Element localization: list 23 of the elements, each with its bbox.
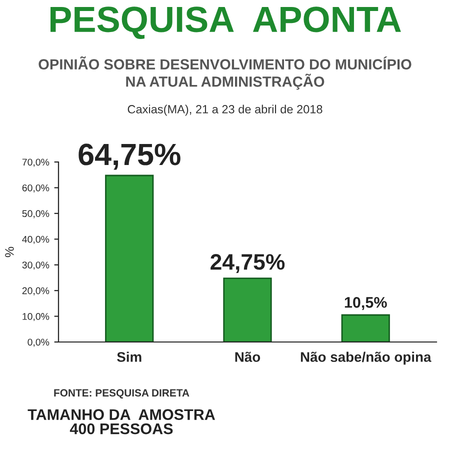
y-tick-label: 30,0% bbox=[22, 262, 50, 270]
source-note: FONTE: PESQUISA DIRETA bbox=[54, 389, 190, 398]
y-tick-label: 40,0% bbox=[22, 236, 50, 244]
x-tick-label: Sim bbox=[117, 352, 142, 362]
chart-title: PESQUISA APONTA bbox=[50, 6, 401, 39]
bar bbox=[341, 314, 390, 342]
y-tick-label: 70,0% bbox=[22, 158, 50, 167]
text: TAMANHO DA AMOSTRA 400 PESSOAS bbox=[28, 409, 216, 434]
chart-subtitle: OPINIÃO SOBRE DESENVOLVIMENTO DO MUNICÍPIO NA ATUAL ADMINISTRAÇÃO bbox=[38, 56, 412, 90]
text: Caxias(MA), 21 a 23 de abril de 2018 bbox=[128, 104, 322, 116]
data-label: 24,75% bbox=[210, 254, 285, 274]
y-tick-label: 20,0% bbox=[22, 287, 50, 296]
x-tick-label: Não bbox=[235, 352, 260, 362]
bar bbox=[223, 278, 272, 342]
data-label: 64,75% bbox=[78, 144, 180, 170]
bar bbox=[105, 174, 154, 342]
y-tick-label: 0,0% bbox=[28, 338, 50, 347]
y-tick-label: 10,0% bbox=[22, 313, 50, 322]
data-label: 10,5% bbox=[344, 296, 387, 310]
y-axis-title: % bbox=[5, 246, 14, 258]
y-tick-label: 50,0% bbox=[22, 210, 50, 218]
x-tick-label: Não sabe/não opina bbox=[300, 352, 432, 365]
y-tick-label: 60,0% bbox=[22, 184, 50, 192]
